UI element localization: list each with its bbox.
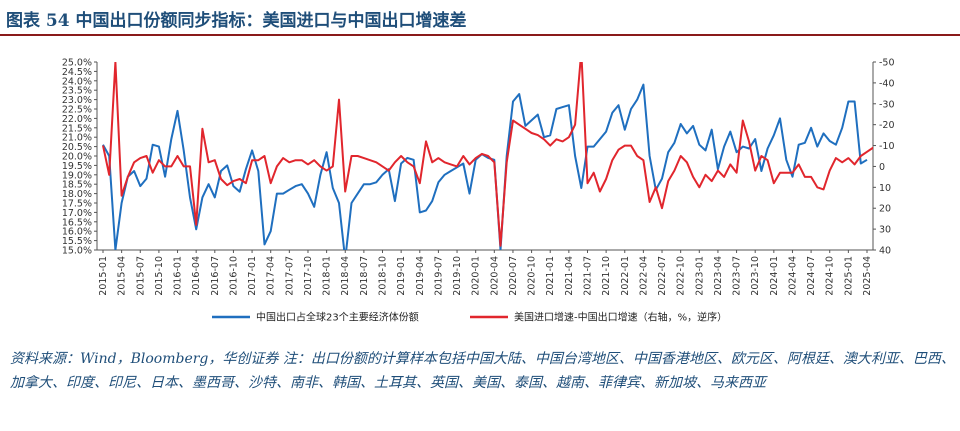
x-tick-label: 2015-07	[135, 256, 146, 296]
right-tick-label: -30	[879, 99, 895, 110]
x-tick-label: 2022-01	[620, 256, 631, 296]
right-tick-label: -50	[879, 58, 895, 69]
x-tick-label: 2019-04	[415, 256, 426, 296]
left-tick-label: 17.5%	[62, 199, 92, 210]
left-tick-label: 20.5%	[62, 142, 92, 153]
left-tick-label: 15.0%	[62, 246, 92, 257]
right-tick-label: -10	[879, 141, 895, 152]
left-tick-label: 19.5%	[62, 161, 92, 172]
x-tick-label: 2016-07	[210, 256, 221, 296]
left-tick-label: 20.0%	[62, 152, 92, 163]
x-tick-label: 2023-07	[732, 256, 743, 296]
left-tick-label: 21.5%	[62, 123, 92, 134]
left-tick-label: 19.0%	[62, 170, 92, 181]
series-line-growth-diff	[102, 62, 873, 247]
x-tick-label: 2024-04	[787, 256, 798, 296]
x-tick-label: 2023-01	[694, 256, 705, 296]
x-tick-label: 2020-10	[527, 256, 538, 296]
x-tick-label: 2022-07	[657, 256, 668, 296]
x-tick-label: 2018-10	[378, 256, 389, 296]
chart-title: 图表 54 中国出口份额同步指标：美国进口与中国出口增速差	[6, 11, 467, 31]
x-tick-label: 2022-04	[638, 256, 649, 296]
chart-axes: 15.0%15.5%16.0%16.5%17.0%17.5%18.0%18.5%…	[62, 58, 895, 296]
right-tick-label: 0	[879, 162, 885, 173]
series-line-china-share	[102, 83, 868, 250]
left-tick-label: 17.0%	[62, 208, 92, 219]
dual-axis-line-chart: 15.0%15.5%16.0%16.5%17.0%17.5%18.0%18.5%…	[62, 58, 895, 324]
x-tick-label: 2018-07	[359, 256, 370, 296]
left-tick-label: 15.5%	[62, 236, 92, 247]
left-tick-label: 18.0%	[62, 189, 92, 200]
x-tick-label: 2018-04	[340, 256, 351, 296]
right-tick-label: 10	[879, 183, 891, 194]
plot-area	[102, 62, 873, 250]
legend-label: 美国进口增速-中国出口增速（右轴，%，逆序）	[514, 311, 727, 324]
x-tick-label: 2025-04	[862, 256, 873, 296]
x-tick-label: 2019-10	[452, 256, 463, 296]
x-tick-label: 2023-10	[750, 256, 761, 296]
x-tick-label: 2017-07	[284, 256, 295, 296]
x-tick-label: 2021-04	[564, 256, 575, 296]
left-tick-label: 16.5%	[62, 217, 92, 228]
left-tick-label: 18.5%	[62, 180, 92, 191]
title-bar: 图表 54 中国出口份额同步指标：美国进口与中国出口增速差	[0, 0, 960, 36]
source-note: 资料来源：Wind，Bloomberg，华创证券 注：出口份额的计算样本包括中国…	[10, 351, 955, 391]
x-tick-label: 2015-04	[117, 256, 128, 296]
x-tick-label: 2018-01	[322, 256, 333, 296]
left-tick-label: 16.0%	[62, 227, 92, 238]
right-tick-label: 20	[879, 204, 891, 215]
x-tick-label: 2020-07	[508, 256, 519, 296]
x-tick-label: 2025-01	[843, 256, 854, 296]
x-tick-label: 2024-01	[769, 256, 780, 296]
x-tick-label: 2019-07	[433, 256, 444, 296]
x-tick-label: 2016-01	[173, 256, 184, 296]
x-tick-label: 2020-04	[489, 256, 500, 296]
left-tick-label: 23.0%	[62, 95, 92, 106]
x-tick-label: 2024-10	[825, 256, 836, 296]
left-tick-label: 22.0%	[62, 114, 92, 125]
right-tick-label: -40	[879, 78, 895, 89]
x-tick-label: 2017-04	[266, 256, 277, 296]
x-tick-label: 2017-01	[247, 256, 258, 296]
x-tick-label: 2019-01	[396, 256, 407, 296]
right-tick-label: 40	[879, 246, 891, 257]
left-tick-label: 21.0%	[62, 133, 92, 144]
x-tick-label: 2023-04	[713, 256, 724, 296]
x-tick-label: 2021-10	[601, 256, 612, 296]
x-tick-label: 2015-01	[98, 256, 109, 296]
left-tick-label: 25.0%	[62, 58, 92, 69]
left-tick-label: 24.5%	[62, 67, 92, 78]
right-tick-label: -20	[879, 120, 895, 131]
x-tick-label: 2024-07	[806, 256, 817, 296]
x-tick-label: 2021-01	[545, 256, 556, 296]
x-tick-label: 2020-01	[471, 256, 482, 296]
x-tick-label: 2015-10	[154, 256, 165, 296]
left-tick-label: 24.0%	[62, 76, 92, 87]
x-tick-label: 2022-10	[676, 256, 687, 296]
chart-legend: 中国出口占全球23个主要经济体份额 美国进口增速-中国出口增速（右轴，%，逆序）	[212, 311, 727, 324]
legend-label: 中国出口占全球23个主要经济体份额	[256, 311, 419, 324]
left-tick-label: 23.5%	[62, 86, 92, 97]
x-tick-label: 2017-10	[303, 256, 314, 296]
left-tick-label: 22.5%	[62, 105, 92, 116]
x-tick-label: 2021-07	[582, 256, 593, 296]
x-tick-label: 2016-10	[228, 256, 239, 296]
right-tick-label: 30	[879, 225, 891, 236]
x-tick-label: 2016-04	[191, 256, 202, 296]
